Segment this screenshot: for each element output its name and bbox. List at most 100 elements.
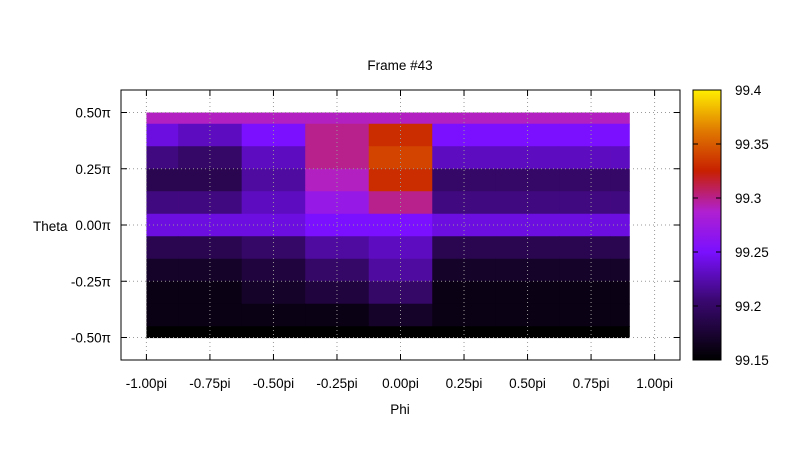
heatmap-cell: [610, 303, 630, 327]
x-tick-label: 0.00pi: [382, 376, 419, 391]
heatmap-cell: [241, 236, 306, 260]
x-tick-label: -0.75pi: [189, 376, 230, 391]
heatmap-cell: [146, 213, 179, 237]
heatmap-cell: [178, 326, 243, 339]
heatmap-cell: [559, 123, 611, 147]
x-tick-label: 1.00pi: [636, 376, 673, 391]
heatmap-cell: [305, 236, 370, 260]
heatmap-cell: [146, 146, 179, 170]
heatmap-cell: [178, 146, 243, 170]
x-tick-label: 0.75pi: [573, 376, 610, 391]
heatmap-cell: [495, 236, 560, 260]
x-axis: -1.00pi -0.75pi -0.50pi -0.25pi 0.00pi 0.25pi…: [126, 90, 673, 391]
heatmap-cell: [495, 281, 560, 305]
heatmap-cell: [495, 123, 560, 147]
x-axis-label: Phi: [390, 402, 410, 417]
grid-lines: [121, 90, 680, 360]
heatmap-cell: [178, 123, 243, 147]
heatmap-cell: [610, 123, 630, 147]
heatmap-cell: [368, 303, 433, 327]
heatmap-cell: [146, 191, 179, 215]
colorbar-axis: 99.4 99.35 99.3 99.25 99.2 99.15: [693, 83, 769, 368]
colorbar-tick-label: 99.25: [735, 245, 769, 260]
heatmap-cell: [432, 236, 497, 260]
x-tick-label: 0.50pi: [509, 376, 546, 391]
heatmap-cell: [178, 281, 243, 305]
heatmap-cell: [495, 213, 560, 237]
heatmap-cell: [559, 236, 611, 260]
heatmap-cell: [610, 326, 630, 339]
heatmap-cell: [559, 112, 611, 125]
heatmap-cell: [368, 213, 433, 237]
heatmap-cell: [146, 258, 179, 282]
heatmap-cell: [305, 303, 370, 327]
heatmap-cell: [610, 281, 630, 305]
colorbar-tick-label: 99.35: [735, 137, 769, 152]
chart-title: Frame #43: [367, 58, 432, 73]
heatmap-cell: [559, 258, 611, 282]
colorbar-tick-label: 99.3: [735, 191, 761, 206]
heatmap-cell: [305, 281, 370, 305]
heatmap-cell: [559, 191, 611, 215]
heatmap-cell: [432, 213, 497, 237]
heatmap-cell: [146, 303, 179, 327]
heatmap-cell: [368, 326, 433, 339]
heatmap-cell: [610, 146, 630, 170]
y-tick-label: 0.25π: [75, 162, 111, 177]
heatmap-cell: [305, 326, 370, 339]
heatmap-cell: [610, 191, 630, 215]
heatmap-cell: [241, 281, 306, 305]
colorbar: [692, 89, 722, 361]
heatmap-cell: [305, 123, 370, 147]
y-axis: 0.50π 0.25π 0.00π -0.25π -0.50π: [71, 106, 680, 346]
colorbar-tick-label: 99.15: [735, 353, 769, 368]
heatmap-cell: [368, 123, 433, 147]
heatmap-cell: [146, 326, 179, 339]
y-axis-label: Theta: [33, 219, 68, 234]
heatmap-cell: [368, 168, 433, 192]
heatmap-cell: [305, 146, 370, 170]
heatmap-cell: [178, 213, 243, 237]
heatmap-cell: [432, 326, 497, 339]
y-tick-label: 0.00π: [75, 218, 111, 233]
heatmap-cell: [495, 168, 560, 192]
heatmap-cell: [368, 146, 433, 170]
heatmap-cell: [368, 236, 433, 260]
heatmap-cell: [610, 258, 630, 282]
colorbar-tick-label: 99.2: [735, 299, 761, 314]
heatmap-cell: [559, 281, 611, 305]
heatmap-cell: [432, 123, 497, 147]
heatmap-cell: [432, 281, 497, 305]
heatmap-cell: [241, 123, 306, 147]
y-tick-label: 0.50π: [75, 106, 111, 121]
heatmap-cell: [178, 168, 243, 192]
heatmap-cell: [146, 168, 179, 192]
heatmap-cell: [432, 303, 497, 327]
heatmap-cell: [610, 236, 630, 260]
heatmap-cell: [241, 146, 306, 170]
y-tick-label: -0.25π: [71, 274, 111, 289]
y-tick-label: -0.50π: [71, 331, 111, 346]
heatmap-cell: [241, 168, 306, 192]
x-tick-label: 0.25pi: [446, 376, 483, 391]
heatmap-cell: [559, 303, 611, 327]
heatmap-cell: [305, 168, 370, 192]
heatmap-cell: [146, 281, 179, 305]
heatmap-cell: [178, 303, 243, 327]
heatmap-cell: [241, 303, 306, 327]
heatmap-cell: [495, 146, 560, 170]
heatmap-cell: [432, 146, 497, 170]
heatmap-cell: [432, 168, 497, 192]
colorbar-tick-label: 99.4: [735, 83, 762, 98]
heatmap-cell: [559, 168, 611, 192]
x-tick-label: -1.00pi: [126, 376, 167, 391]
heatmap-cell: [610, 168, 630, 192]
heatmap-cell: [146, 236, 179, 260]
heatmap-cell: [178, 236, 243, 260]
heatmap-cell: [146, 112, 179, 125]
heatmap-cell: [368, 281, 433, 305]
heatmap-cell: [241, 326, 306, 339]
heatmap-cell: [610, 112, 630, 125]
heatmap-cell: [495, 326, 560, 339]
